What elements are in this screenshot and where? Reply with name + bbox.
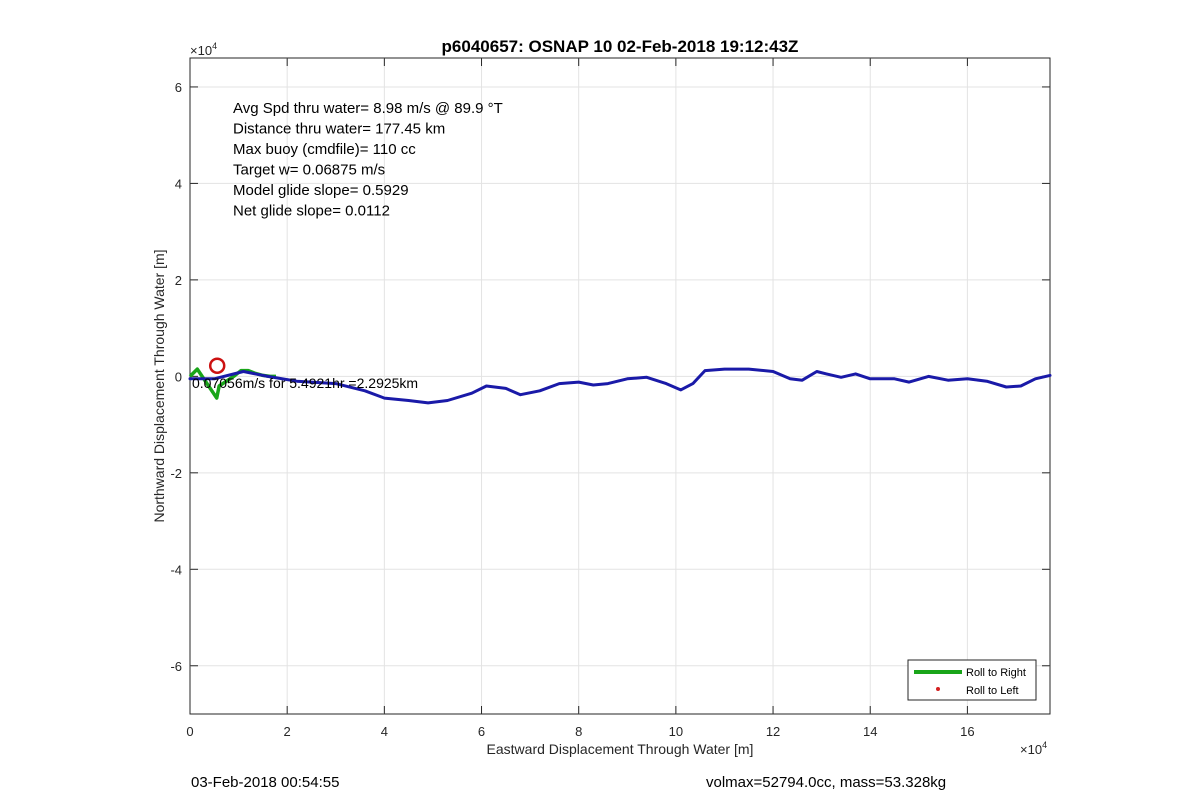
- footer-timestamp: 03-Feb-2018 00:54:55: [191, 774, 340, 791]
- footer-volmax-mass: volmax=52794.0cc, mass=53.328kg: [706, 774, 947, 791]
- x-axis-label: Eastward Displacement Through Water [m]: [487, 741, 754, 757]
- glider-track-line: [188, 367, 1052, 405]
- y-tick-label: -6: [170, 659, 182, 674]
- start-marker: [208, 357, 226, 374]
- chart-title: p6040657: OSNAP 10 02-Feb-2018 19:12:43Z: [442, 37, 799, 56]
- legend-swatch-roll-left: [936, 687, 940, 691]
- y-tick-label: -4: [170, 562, 182, 577]
- x-tick-label: 2: [284, 724, 291, 739]
- annotation-line: Model glide slope= 0.5929: [233, 182, 409, 199]
- y-exponent-base: ×10: [190, 43, 212, 58]
- y-exponent-label: ×104: [190, 41, 217, 58]
- x-tick-label: 14: [863, 724, 877, 739]
- overlap-label: 0.07056m/s for 5.4921hr =2.2925km: [192, 375, 418, 391]
- x-axis-ticks: 0 2 4 6 8 10 12 14 16: [186, 58, 975, 739]
- annotation-line: Distance thru water= 177.45 km: [233, 121, 445, 138]
- y-exponent-power: 4: [212, 41, 217, 51]
- x-exponent-power: 4: [1042, 740, 1047, 750]
- legend-label-roll-left: Roll to Left: [966, 685, 1019, 697]
- y-tick-label: 4: [175, 176, 182, 191]
- gridlines: [190, 58, 1050, 714]
- legend-box: [907, 659, 1037, 701]
- annotation-line: Max buoy (cmdfile)= 110 cc: [233, 141, 416, 158]
- x-exponent-base: ×10: [1020, 742, 1042, 757]
- annotation-line: Target w= 0.06875 m/s: [233, 162, 385, 179]
- x-tick-label: 12: [766, 724, 780, 739]
- y-tick-label: -2: [170, 466, 182, 481]
- y-tick-label: 2: [175, 273, 182, 288]
- annotation-line: Avg Spd thru water= 8.98 m/s @ 89.9 °T: [233, 100, 503, 117]
- x-tick-label: 4: [381, 724, 388, 739]
- x-tick-label: 6: [478, 724, 485, 739]
- stats-annotations: Avg Spd thru water= 8.98 m/s @ 89.9 °T Di…: [233, 100, 503, 220]
- legend-label-roll-right: Roll to Right: [966, 667, 1026, 679]
- y-tick-label: 6: [175, 80, 182, 95]
- data-series: [188, 357, 1052, 405]
- x-tick-label: 10: [669, 724, 683, 739]
- x-exponent-label: ×104: [1020, 740, 1047, 757]
- plot-area: [189, 57, 1051, 715]
- y-tick-label: 0: [175, 369, 182, 384]
- y-axis-ticks: 6 4 2 0 -2 -4 -6: [170, 80, 1050, 674]
- x-tick-label: 16: [960, 724, 974, 739]
- x-tick-label: 0: [186, 724, 193, 739]
- legend: Roll to Right Roll to Left: [907, 659, 1037, 701]
- y-axis-label: Northward Displacement Through Water [m]: [151, 249, 167, 522]
- x-tick-label: 8: [575, 724, 582, 739]
- annotation-line: Net glide slope= 0.0112: [233, 203, 390, 220]
